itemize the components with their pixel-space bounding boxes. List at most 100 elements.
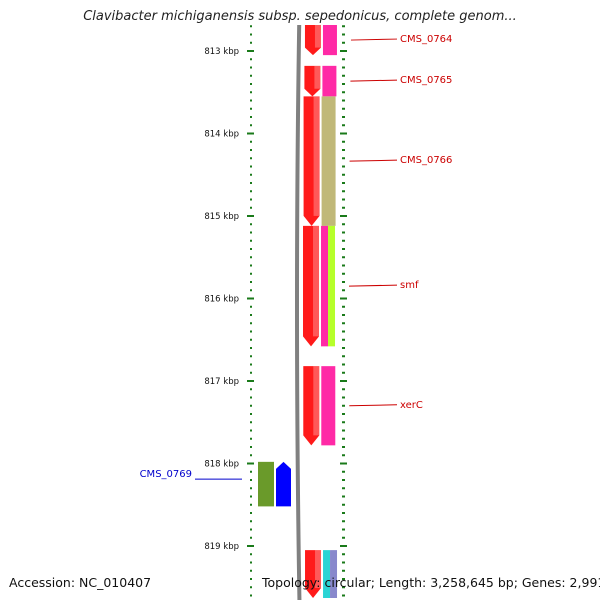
tick-mark-outer bbox=[342, 338, 345, 341]
gene-CMS_0766[interactable] bbox=[303, 96, 336, 226]
tick-mark-inner bbox=[250, 553, 252, 556]
kbp-tick-label: 816 kbp bbox=[204, 295, 239, 305]
tick-mark-outer bbox=[342, 173, 345, 176]
tick-mark-inner bbox=[250, 322, 252, 325]
tick-mark-outer bbox=[342, 116, 345, 118]
tick-mark-outer bbox=[340, 462, 347, 465]
tick-mark-outer bbox=[342, 33, 345, 36]
tick-mark-inner bbox=[250, 305, 252, 308]
tick-mark-inner bbox=[250, 182, 252, 184]
tick-mark-inner bbox=[250, 470, 252, 473]
tick-mark-inner bbox=[250, 363, 252, 366]
cog-bar bbox=[322, 25, 337, 56]
gene-label: CMS_0766 bbox=[400, 155, 452, 166]
cog-bar bbox=[328, 225, 336, 347]
tick-mark-inner bbox=[250, 239, 252, 242]
tick-mark-outer bbox=[342, 536, 345, 539]
label-leader-line bbox=[349, 159, 398, 162]
tick-mark-outer bbox=[342, 157, 345, 160]
tick-mark-inner bbox=[247, 132, 254, 135]
cog-bar bbox=[321, 96, 336, 226]
gene-unlabeled[interactable] bbox=[305, 550, 338, 598]
tick-mark-outer bbox=[342, 248, 345, 250]
tick-mark-outer bbox=[342, 421, 345, 424]
tick-mark-outer bbox=[342, 198, 345, 201]
tick-mark-inner bbox=[250, 495, 252, 498]
tick-mark-inner bbox=[250, 41, 252, 44]
tick-mark-inner bbox=[250, 107, 252, 110]
cds-arrow[interactable] bbox=[305, 550, 322, 598]
cds-arrow-reverse[interactable] bbox=[276, 461, 291, 507]
tick-mark-inner bbox=[250, 388, 252, 391]
cds-arrow[interactable] bbox=[304, 25, 321, 56]
tick-mark-outer bbox=[342, 520, 345, 523]
tick-mark-outer bbox=[342, 256, 345, 259]
cds-arrow[interactable] bbox=[303, 96, 320, 226]
tick-mark-outer bbox=[342, 470, 345, 473]
tick-mark-inner bbox=[250, 165, 252, 168]
tick-mark-inner bbox=[250, 198, 252, 201]
tick-mark-outer bbox=[342, 347, 345, 349]
tick-mark-outer bbox=[342, 413, 345, 415]
tick-mark-inner bbox=[250, 429, 252, 432]
label-leader-line bbox=[350, 79, 398, 82]
tick-mark-inner bbox=[250, 347, 252, 349]
tick-mark-outer bbox=[342, 503, 345, 506]
gene-xerC[interactable] bbox=[303, 366, 336, 446]
gene-layer[interactable] bbox=[258, 25, 338, 598]
cog-bar bbox=[321, 225, 329, 347]
tick-mark-outer bbox=[342, 396, 345, 399]
tick-mark-outer bbox=[340, 297, 347, 300]
gene-smf[interactable] bbox=[303, 225, 336, 347]
gene-CMS_0765[interactable] bbox=[304, 65, 337, 97]
tick-mark-inner bbox=[250, 569, 252, 572]
tick-mark-outer bbox=[342, 239, 345, 242]
gene-CMS_0769[interactable] bbox=[258, 461, 291, 507]
tick-mark-outer bbox=[342, 454, 345, 457]
backbone bbox=[295, 24, 302, 600]
gene-label: smf bbox=[400, 280, 419, 291]
tick-mark-outer bbox=[342, 512, 345, 514]
cds-arrow[interactable] bbox=[304, 65, 321, 97]
tick-mark-inner bbox=[250, 206, 252, 209]
tick-mark-inner bbox=[250, 487, 252, 490]
tick-mark-outer bbox=[342, 231, 345, 234]
tick-mark-inner bbox=[250, 404, 252, 407]
label-leader-line bbox=[350, 38, 398, 41]
tick-mark-inner bbox=[250, 149, 252, 151]
tick-mark-inner bbox=[247, 215, 254, 217]
tick-mark-inner bbox=[247, 297, 254, 300]
tick-mark-inner bbox=[250, 520, 252, 523]
tick-mark-outer bbox=[342, 314, 345, 316]
tick-mark-inner bbox=[250, 91, 252, 94]
tick-mark-inner bbox=[250, 338, 252, 341]
tick-mark-inner bbox=[250, 330, 252, 333]
cds-highlight bbox=[314, 65, 321, 89]
cds-arrow[interactable] bbox=[303, 225, 320, 347]
tick-mark-outer bbox=[342, 429, 345, 432]
tick-mark-inner bbox=[250, 289, 252, 292]
cds-arrow[interactable] bbox=[303, 366, 320, 446]
gene-label: CMS_0765 bbox=[400, 75, 452, 86]
cog-bar bbox=[330, 550, 338, 598]
kbp-tick-label: 819 kbp bbox=[204, 542, 239, 552]
tick-mark-outer bbox=[342, 107, 345, 110]
gene-CMS_0764[interactable] bbox=[304, 25, 337, 56]
tick-mark-outer bbox=[342, 25, 345, 28]
tick-mark-inner bbox=[247, 50, 254, 52]
tick-mark-inner bbox=[250, 58, 252, 61]
tick-mark-inner bbox=[250, 503, 252, 506]
tick-mark-outer bbox=[342, 223, 345, 226]
cog-bar bbox=[321, 366, 336, 446]
tick-mark-outer bbox=[340, 50, 347, 52]
tick-mark-inner bbox=[250, 190, 252, 193]
cog-bar bbox=[323, 550, 331, 598]
cog-bar bbox=[258, 461, 274, 507]
tick-mark-inner bbox=[250, 446, 252, 448]
tick-mark-outer bbox=[342, 479, 345, 481]
tick-mark-outer bbox=[342, 41, 345, 44]
tick-mark-outer bbox=[342, 99, 345, 102]
kbp-tick-label: 813 kbp bbox=[204, 47, 239, 57]
